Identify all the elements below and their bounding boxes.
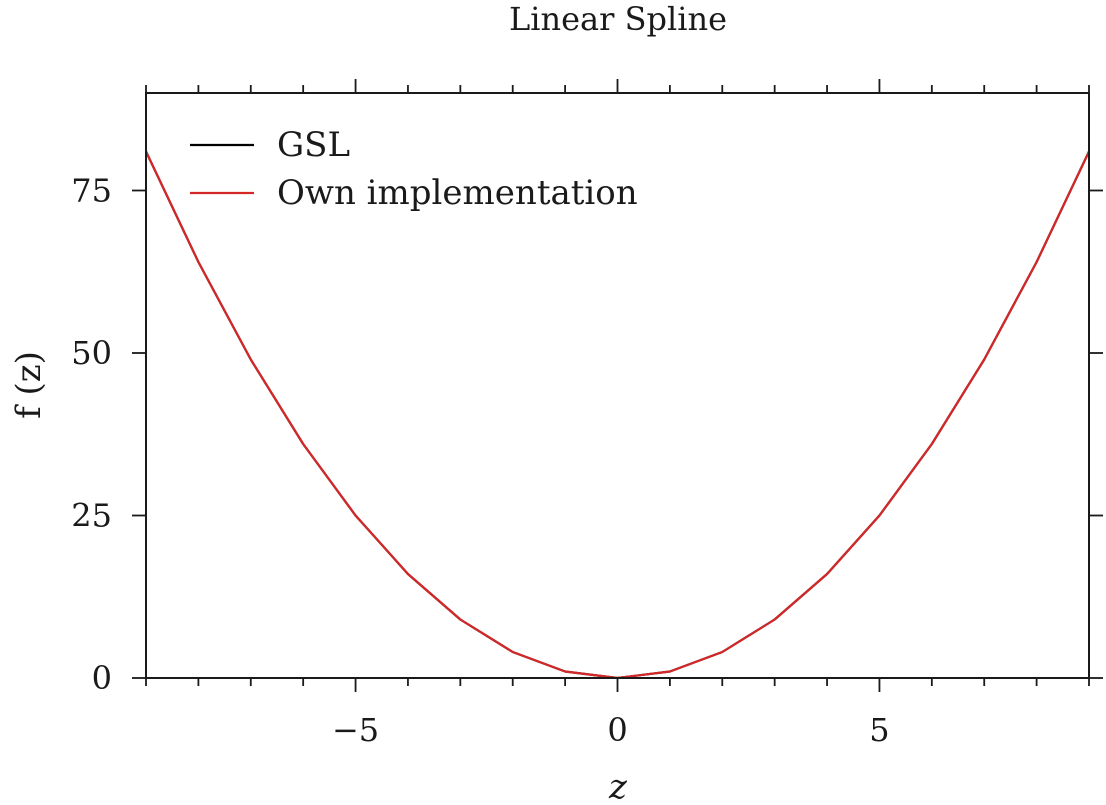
legend-label-1: Own implementation	[277, 173, 638, 213]
y-tick-label: 50	[71, 334, 112, 372]
series-layer	[145, 151, 1090, 680]
series-line-1	[145, 151, 1090, 680]
x-tick-label: 0	[607, 711, 627, 749]
legend-label-0: GSL	[277, 125, 350, 165]
legend: GSL Own implementation	[190, 125, 638, 213]
y-axis-label: f (z)	[9, 351, 49, 419]
series-line-0	[145, 151, 1090, 680]
chart-title: Linear Spline	[509, 0, 727, 38]
plot-frame	[145, 92, 1090, 679]
y-tick-label: 25	[71, 497, 112, 535]
x-tick-label: −5	[332, 711, 379, 749]
y-tick-label: 0	[92, 659, 112, 697]
x-axis-label: z	[608, 767, 628, 805]
y-tick-label: 75	[71, 172, 112, 210]
x-tick-label: 5	[869, 711, 889, 749]
